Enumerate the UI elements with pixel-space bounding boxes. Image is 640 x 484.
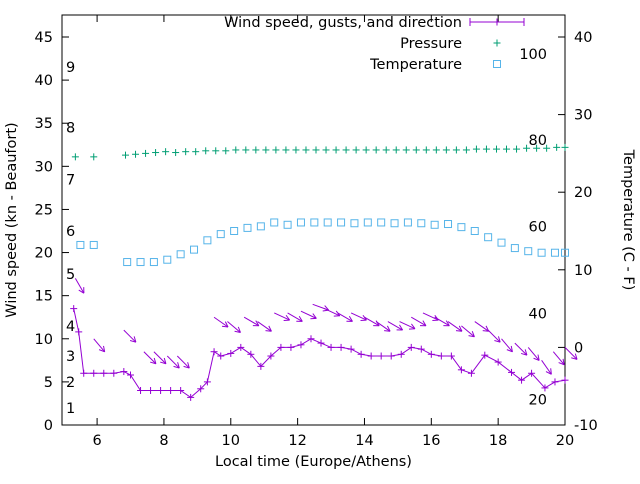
y-left-tick-label: 15 bbox=[35, 289, 53, 305]
fahrenheit-label: 80 bbox=[529, 133, 547, 149]
y-left-tick-label: 20 bbox=[35, 246, 53, 262]
x-tick-label: 16 bbox=[422, 433, 440, 449]
beaufort-label: 6 bbox=[66, 224, 75, 240]
y-right-tick-label: 10 bbox=[574, 263, 592, 279]
y-right-tick-label: 20 bbox=[574, 185, 592, 201]
legend-label: Pressure bbox=[400, 36, 462, 52]
fahrenheit-label: 60 bbox=[529, 219, 547, 235]
series-wind_gusts_direction bbox=[75, 278, 577, 374]
x-tick-label: 8 bbox=[159, 433, 168, 449]
y-right-tick-label: -10 bbox=[574, 418, 598, 434]
legend-label: Wind speed, gusts, and direction bbox=[224, 15, 462, 31]
beaufort-label: 5 bbox=[66, 267, 75, 283]
beaufort-label: 3 bbox=[66, 349, 75, 365]
beaufort-label: 4 bbox=[66, 319, 75, 335]
legend-label: Temperature bbox=[369, 57, 462, 73]
fahrenheit-label: 40 bbox=[529, 306, 547, 322]
x-tick-label: 12 bbox=[288, 433, 306, 449]
y-left-tick-label: 10 bbox=[35, 332, 53, 348]
beaufort-scale: 1 2 3 4 5 6 7 8 9 bbox=[66, 60, 75, 417]
beaufort-label: 1 bbox=[66, 401, 75, 417]
beaufort-label: 2 bbox=[66, 375, 75, 391]
y-right-tick-label: 30 bbox=[574, 108, 592, 124]
series-pressure bbox=[72, 144, 569, 160]
x-tick-label: 20 bbox=[556, 433, 574, 449]
x-tick-label: 18 bbox=[489, 433, 507, 449]
beaufort-label: 7 bbox=[66, 172, 75, 188]
fahrenheit-label: 20 bbox=[529, 392, 547, 408]
x-tick-label: 14 bbox=[355, 433, 373, 449]
x-tick-label: 6 bbox=[92, 433, 101, 449]
beaufort-label: 8 bbox=[66, 121, 75, 137]
y-right-axis-title: Temperature (C - F) bbox=[620, 149, 636, 291]
series-temperature bbox=[77, 219, 569, 266]
y-left-tick-label: 35 bbox=[35, 116, 53, 132]
legend: Wind speed, gusts, and direction Pressure… bbox=[224, 15, 524, 73]
x-axis-title: Local time (Europe/Athens) bbox=[215, 454, 412, 470]
y-left-tick-label: 40 bbox=[35, 73, 53, 89]
fahrenheit-label: 100 bbox=[519, 47, 547, 63]
y-left-tick-label: 5 bbox=[44, 375, 53, 391]
y-left-tick-label: 30 bbox=[35, 159, 53, 175]
y-left-axis-title: Wind speed (kn - Beaufort) bbox=[4, 122, 20, 317]
axis-labels: Local time (Europe/Athens) Wind speed (kn… bbox=[4, 122, 636, 470]
plot-border bbox=[62, 15, 565, 425]
y-left-tick-label: 25 bbox=[35, 202, 53, 218]
beaufort-label: 9 bbox=[66, 60, 75, 76]
y-left-tick-label: 0 bbox=[44, 418, 53, 434]
y-left-tick-label: 45 bbox=[35, 30, 53, 46]
x-tick-label: 10 bbox=[222, 433, 240, 449]
y-right-tick-label: 40 bbox=[574, 30, 592, 46]
